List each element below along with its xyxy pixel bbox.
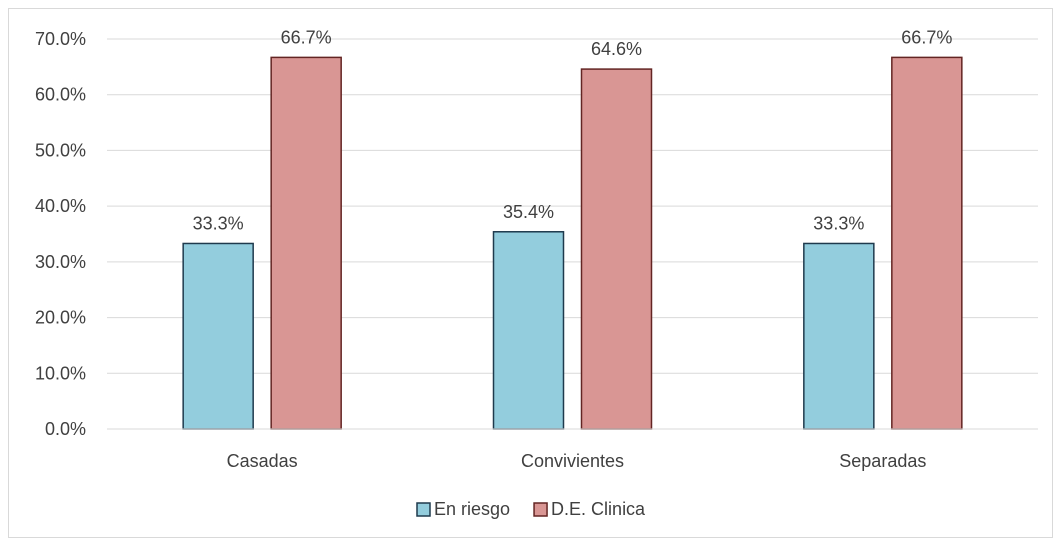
legend-swatch	[533, 502, 548, 517]
bars	[182, 56, 963, 430]
y-tick-label: 10.0%	[35, 363, 86, 383]
legend-item: En riesgo	[416, 499, 510, 519]
legend-label: D.E. Clinica	[551, 499, 646, 519]
legend: En riesgo D.E. Clinica	[416, 499, 646, 519]
bar-en-riesgo-convivientes	[492, 231, 565, 430]
legend-swatch	[416, 502, 431, 517]
bar-en-riesgo-separadas	[803, 242, 875, 430]
data-label: 64.6%	[591, 39, 642, 59]
x-tick-label: Convivientes	[521, 451, 624, 471]
bar-en-riesgo-casadas	[182, 242, 254, 430]
y-tick-label: 40.0%	[35, 196, 86, 216]
y-tick-label: 70.0%	[35, 29, 86, 49]
bar-d-e-clinica-separadas	[891, 56, 963, 430]
gridlines	[107, 38, 1038, 374]
bar-d-e-clinica-casadas	[270, 56, 342, 430]
y-tick-label: 20.0%	[35, 308, 86, 328]
data-label: 33.3%	[813, 213, 864, 233]
data-label: 66.7%	[281, 27, 332, 47]
y-tick-label: 30.0%	[35, 252, 86, 272]
data-label: 35.4%	[503, 202, 554, 222]
y-tick-label: 60.0%	[35, 85, 86, 105]
legend-label: En riesgo	[434, 499, 510, 519]
data-labels: 33.3% 66.7% 35.4% 64.6% 33.3% 66.7%	[193, 27, 953, 233]
data-label: 66.7%	[901, 27, 952, 47]
bar-d-e-clinica-convivientes	[580, 68, 653, 430]
data-label: 33.3%	[193, 213, 244, 233]
x-tick-label: Separadas	[839, 451, 926, 471]
x-tick-label: Casadas	[227, 451, 298, 471]
x-axis-ticks: Casadas Convivientes Separadas	[227, 451, 927, 471]
y-tick-label: 50.0%	[35, 140, 86, 160]
y-tick-label: 0.0%	[45, 419, 86, 439]
legend-item: D.E. Clinica	[533, 499, 646, 519]
y-axis-ticks: 0.0% 10.0% 20.0% 30.0% 40.0% 50.0% 60.0% 70.0%	[35, 29, 86, 439]
